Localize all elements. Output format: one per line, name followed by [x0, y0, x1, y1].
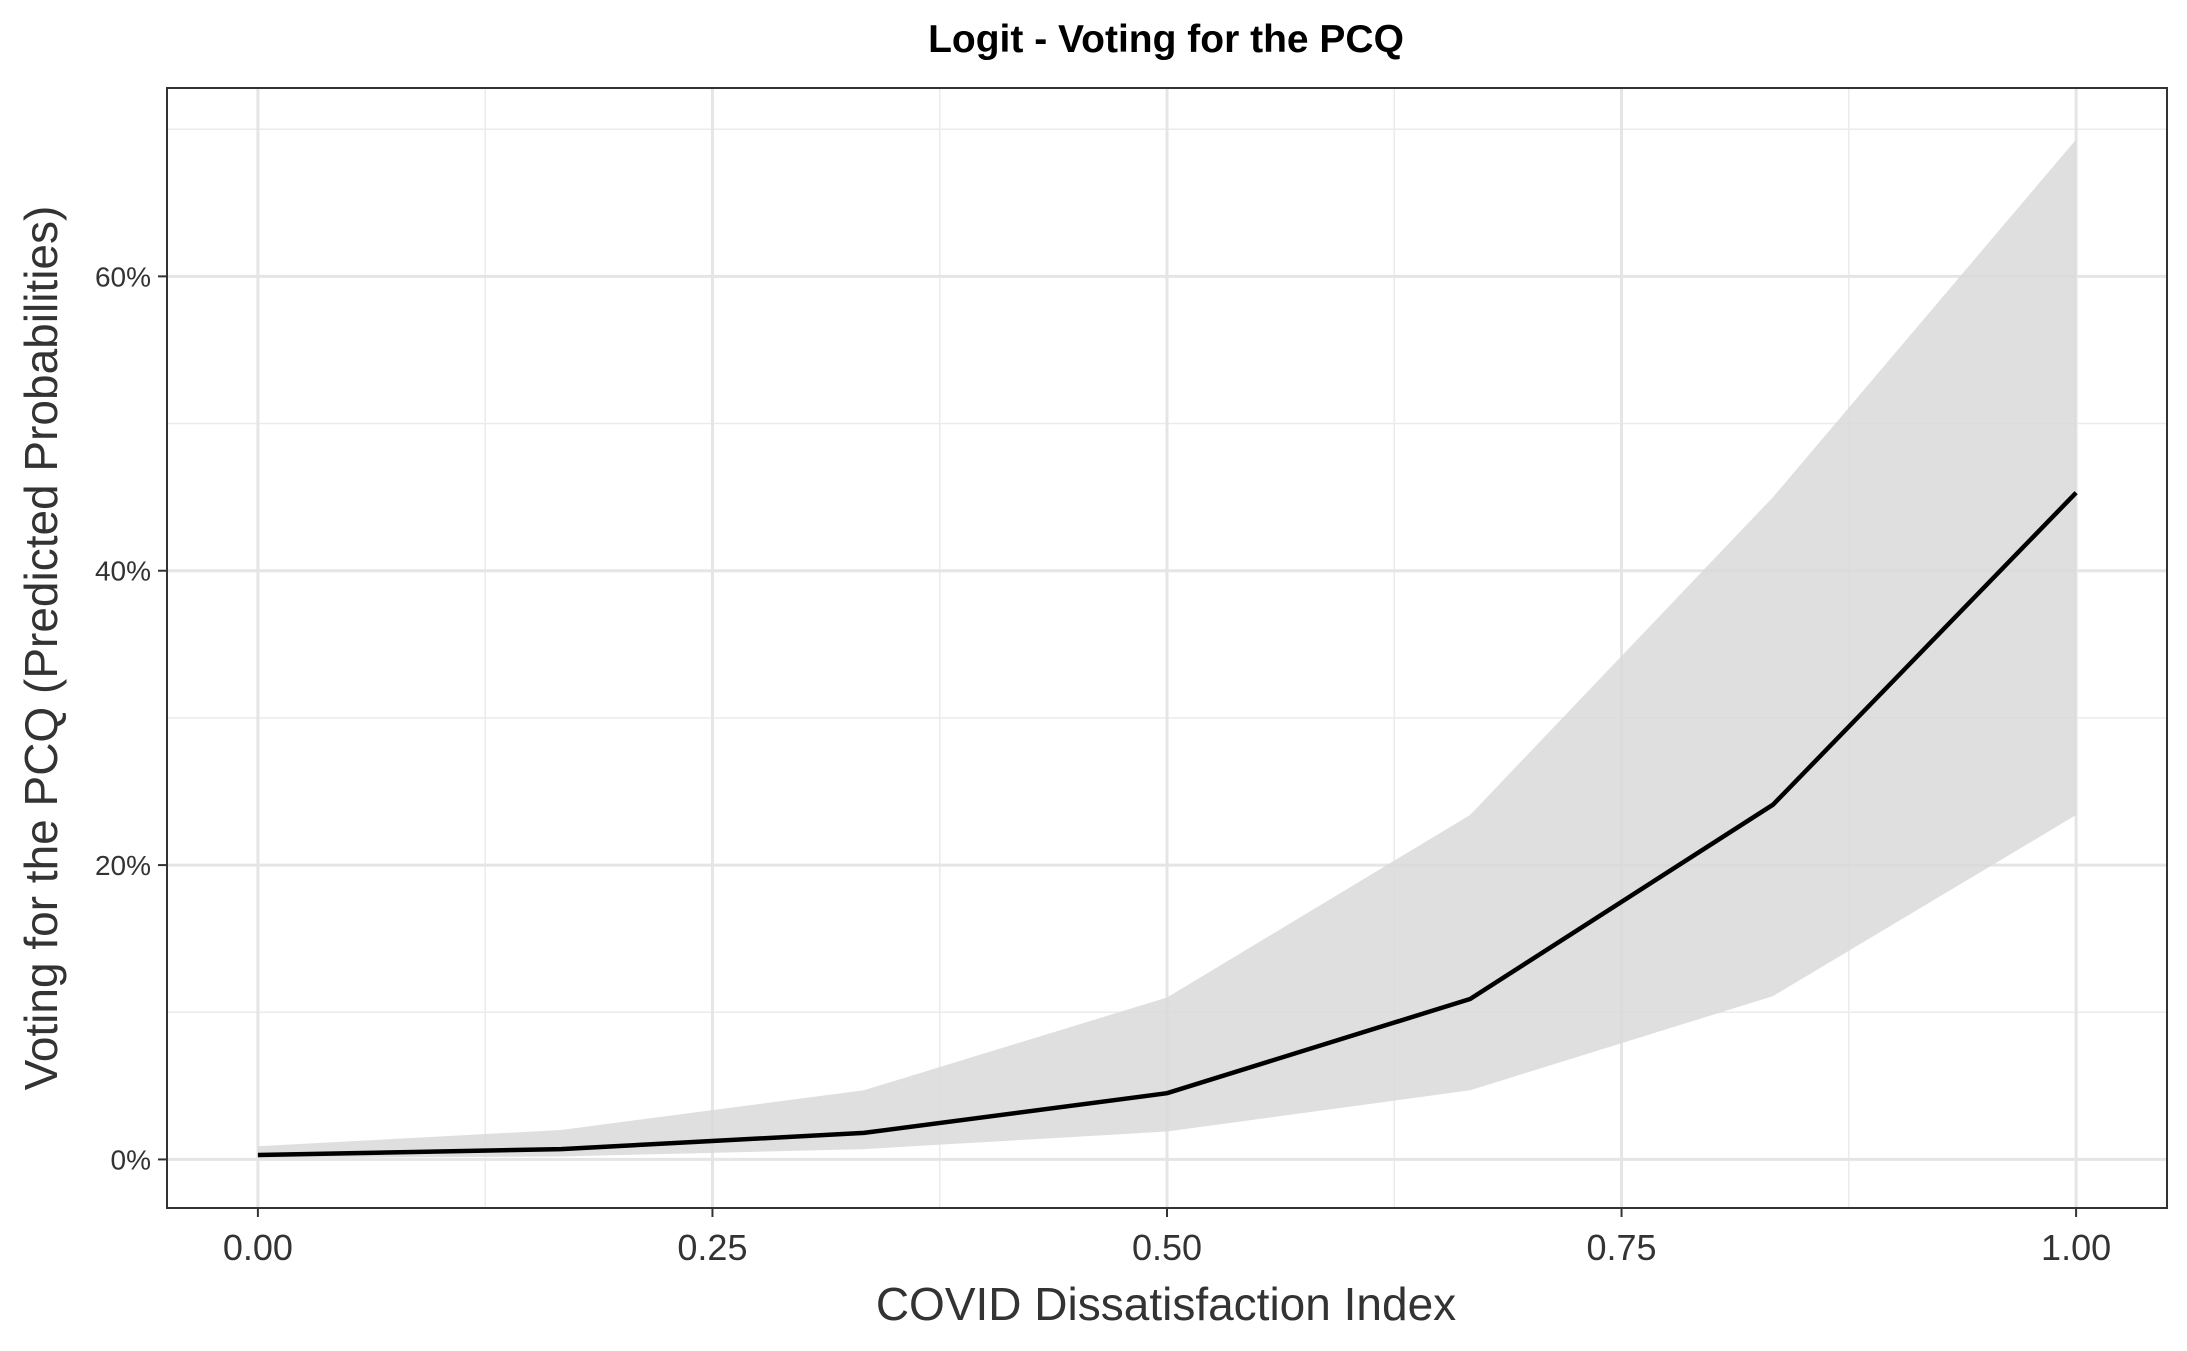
y-tick-label: 40%: [95, 556, 151, 587]
x-axis-ticks: 0.00 0.25 0.50 0.75 1.00: [223, 1208, 2111, 1268]
prediction-line: [257, 491, 2078, 1158]
y-tick-label: 60%: [95, 261, 151, 292]
x-tick-label: 0.25: [677, 1227, 747, 1268]
x-tick-label: 1.00: [2041, 1227, 2111, 1268]
x-tick-label: 0.75: [1587, 1227, 1657, 1268]
x-tick-label: 0.00: [223, 1227, 293, 1268]
chart-title: Logit - Voting for the PCQ: [928, 18, 1404, 61]
x-axis-title: COVID Dissatisfaction Index: [876, 1278, 1456, 1330]
y-axis-ticks: 0% 20% 40% 60%: [95, 261, 167, 1175]
prediction-line-group: [257, 491, 2078, 1158]
y-tick-label: 0%: [111, 1144, 151, 1175]
y-axis-title: Voting for the PCQ (Predicted Probabilit…: [15, 206, 67, 1091]
x-tick-label: 0.50: [1132, 1227, 1202, 1268]
y-tick-label: 20%: [95, 850, 151, 881]
